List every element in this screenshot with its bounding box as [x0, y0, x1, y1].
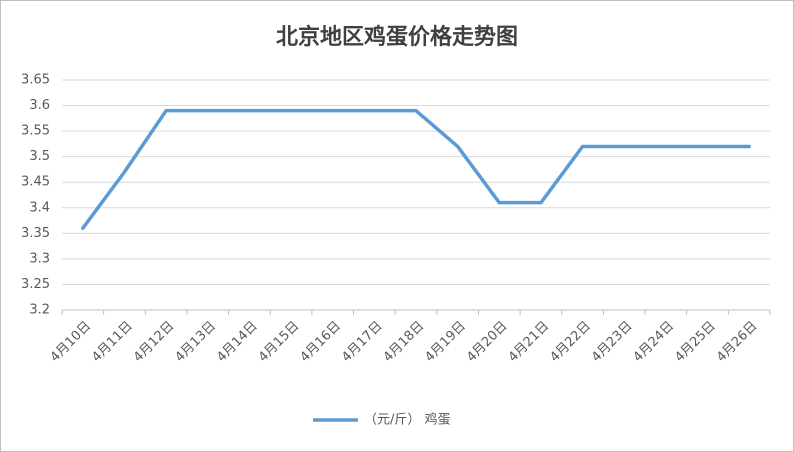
- chart-title: 北京地区鸡蛋价格走势图: [276, 24, 518, 50]
- y-tick-label: 3.35: [21, 226, 50, 241]
- y-tick-label: 3.6: [29, 98, 50, 113]
- y-tick-label: 3.3: [29, 251, 50, 266]
- y-tick-label: 3.5: [29, 149, 50, 164]
- y-tick-label: 3.4: [29, 200, 50, 215]
- y-tick-label: 3.45: [21, 175, 50, 190]
- y-tick-label: 3.2: [29, 303, 50, 318]
- line-series: [81, 108, 751, 230]
- y-tick-label: 3.55: [21, 124, 50, 139]
- y-tick-label: 3.65: [21, 73, 50, 88]
- legend-label: （元/斤） 鸡蛋: [364, 412, 451, 428]
- y-tick-label: 3.25: [21, 277, 50, 292]
